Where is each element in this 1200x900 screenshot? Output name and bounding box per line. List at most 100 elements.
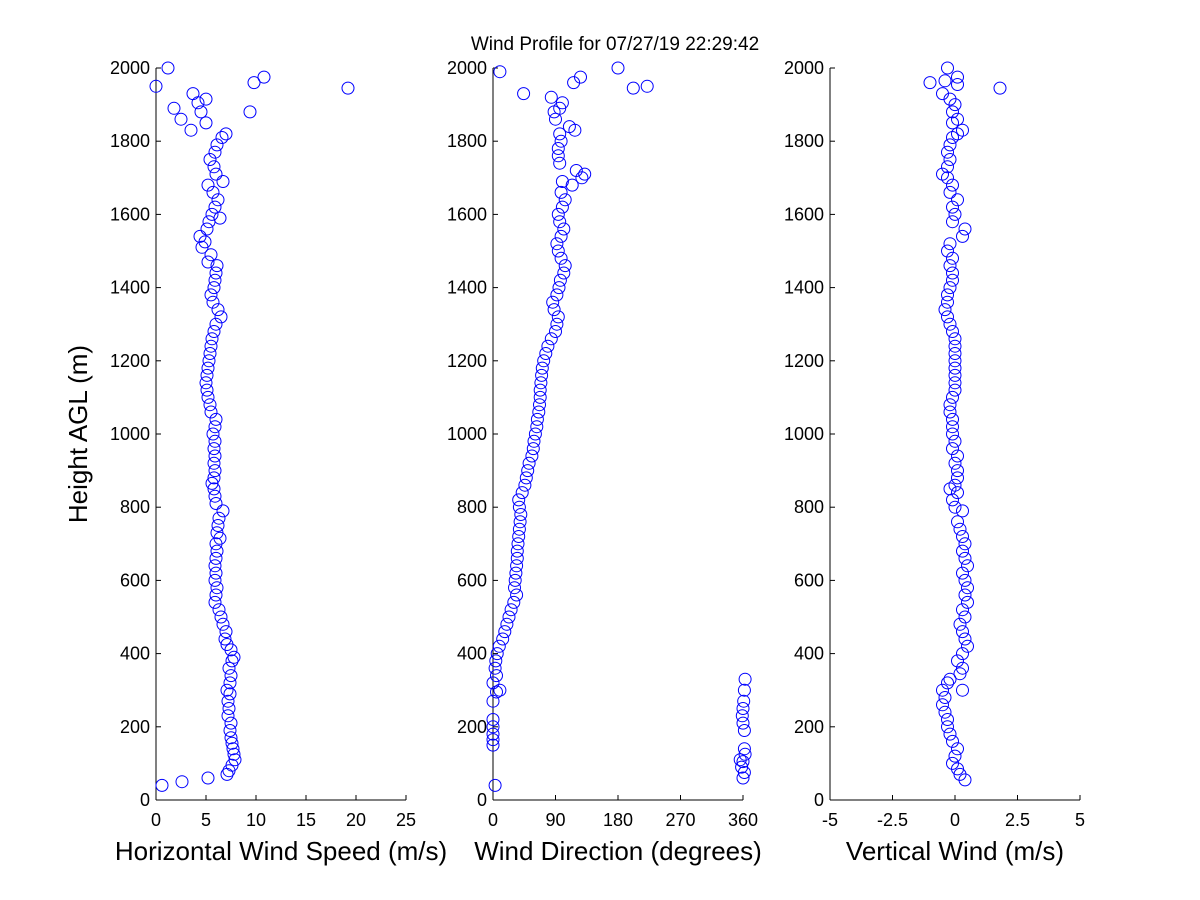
data-point [223,687,237,701]
data-point [951,486,964,500]
data-point [518,478,532,492]
data-point [515,486,529,500]
data-point [210,526,224,540]
data-point [486,738,500,752]
data-point [544,332,558,346]
x-tick-label: 20 [346,810,366,830]
data-point [208,273,222,287]
data-point [522,456,536,470]
data-point [553,273,567,287]
data-point [554,134,568,148]
data-point [943,185,957,199]
x-tick-label: 0 [488,810,498,830]
data-point [209,497,223,510]
data-point [213,211,227,225]
data-point [511,537,525,551]
data-point [948,434,962,448]
data-point [738,747,752,761]
data-point [161,61,175,75]
data-point [216,617,230,631]
x-axis-label: Vertical Wind (m/s) [846,836,1064,866]
data-point [209,566,223,580]
data-point [554,251,568,265]
y-tick-label: 600 [457,570,487,590]
data-point [941,720,954,734]
y-tick-label: 2000 [110,58,150,78]
data-point [200,368,214,382]
data-point [941,713,954,726]
data-point [938,691,952,704]
data-point [512,493,526,507]
data-point [958,551,972,565]
data-point [214,310,228,324]
data-point [951,515,964,529]
data-point [948,207,962,221]
data-point [194,105,208,119]
data-point [257,70,271,84]
y-tick-label: 1800 [784,131,824,151]
data-point [204,405,218,419]
data-point [207,442,221,456]
data-point [948,456,962,470]
data-point [943,482,957,496]
x-tick-label: 360 [728,810,758,830]
y-tick-label: 800 [794,497,824,517]
data-point [220,638,234,651]
x-tick-label: 5 [201,810,211,830]
data-point [513,515,527,529]
data-point [204,288,218,302]
data-point [203,398,217,412]
data-point [953,667,967,681]
data-point [225,736,239,750]
data-point [222,702,236,715]
data-point [611,61,625,75]
x-tick-label: 180 [603,810,633,830]
data-point [167,101,181,115]
data-point [223,676,237,690]
data-point [533,390,547,404]
data-point [943,727,957,741]
data-point [557,266,571,280]
data-point [200,383,214,397]
data-point [956,504,969,518]
data-point [206,427,220,441]
data-point [946,412,959,426]
data-point [534,376,548,390]
data-point [547,303,561,317]
data-point [936,167,949,181]
data-point [551,142,565,155]
data-point [204,248,218,262]
data-point [175,775,189,789]
data-point [207,281,221,295]
data-point [486,676,500,690]
data-point [208,464,222,478]
data-point [553,215,567,229]
data-point [558,259,572,273]
data-point [550,317,564,331]
data-point [951,193,964,207]
y-tick-label: 600 [120,570,150,590]
data-point [209,317,223,331]
data-point [956,566,969,580]
data-point [204,339,218,353]
data-point [626,81,640,95]
data-point [956,683,969,697]
data-point [948,383,962,397]
data-point [946,427,959,441]
data-point [948,368,962,382]
y-tick-label: 400 [120,644,150,664]
data-point [948,332,962,346]
x-tick-label: 5 [1075,810,1085,830]
data-point [208,449,222,463]
data-point [512,530,526,543]
data-point [951,127,964,141]
y-tick-label: 0 [477,790,487,810]
data-point [956,229,969,243]
data-point [224,669,238,683]
data-point [549,325,562,338]
data-point [488,661,502,675]
data-point [220,683,234,697]
data-point [951,70,964,84]
y-tick-label: 1400 [447,278,487,298]
data-point [486,694,500,708]
